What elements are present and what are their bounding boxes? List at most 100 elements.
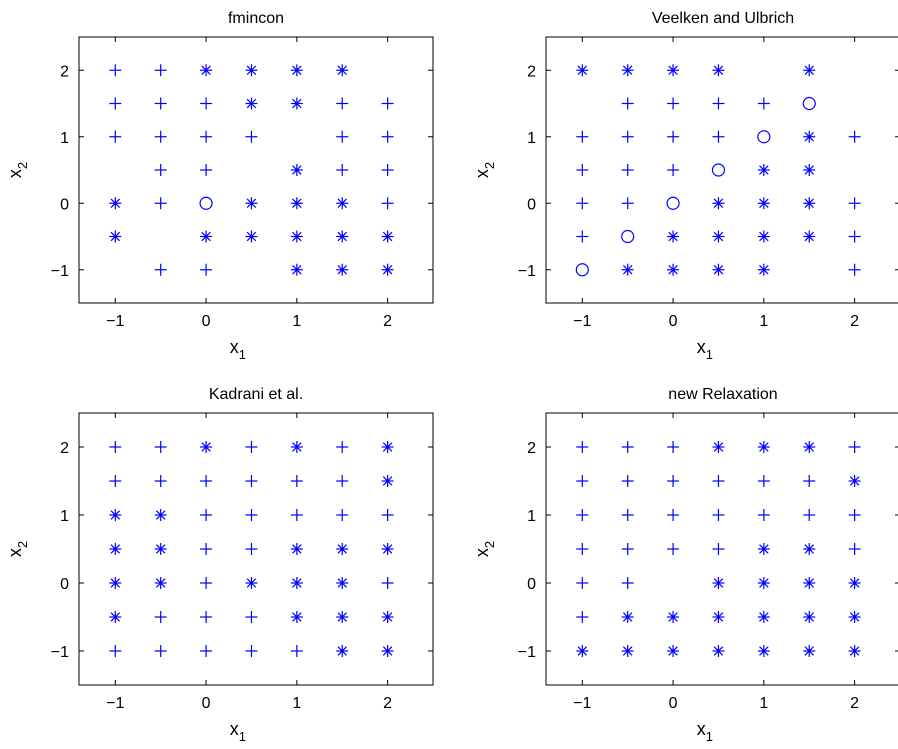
asterisk-stroke <box>292 65 302 75</box>
asterisk-stroke <box>804 544 814 554</box>
panel-2: −1 0 1 2 −1 0 1 2 Veelken and Ulbrich x1 x2 <box>472 10 898 362</box>
asterisk-marker <box>803 230 816 243</box>
panel-3: −1 0 1 2 −1 0 1 2 Kadrani et al. x1 x2 <box>5 386 434 744</box>
asterisk-marker <box>621 611 634 623</box>
asterisk-marker <box>757 230 770 243</box>
plus-marker <box>109 97 122 110</box>
asterisk-stroke <box>713 65 724 75</box>
panel-1: −1 0 1 2 −1 0 1 2 fmincon x1 x2 <box>5 10 434 362</box>
asterisk-stroke <box>849 476 860 486</box>
asterisk-marker <box>290 543 303 555</box>
asterisk-marker <box>109 197 122 210</box>
asterisk-stroke <box>337 198 347 208</box>
plus-marker <box>245 475 258 487</box>
asterisk-stroke <box>382 646 393 656</box>
x-axis-label: x1 <box>230 337 246 362</box>
plus-marker <box>712 97 725 110</box>
plus-marker <box>290 645 303 657</box>
asterisk-marker <box>757 263 770 276</box>
asterisk-stroke <box>110 544 121 554</box>
asterisk-stroke <box>337 65 347 75</box>
asterisk-marker <box>667 230 680 243</box>
x-tick-label: −1 <box>573 695 591 712</box>
y-tick-label: −1 <box>518 263 536 280</box>
asterisk-marker <box>336 611 349 623</box>
plus-marker <box>621 130 634 143</box>
plus-marker <box>200 97 213 110</box>
plus-marker <box>848 130 861 143</box>
asterisk-stroke <box>713 578 724 588</box>
asterisk-stroke <box>337 612 347 622</box>
x-tick-label: −1 <box>573 313 591 330</box>
x-tick-label: 1 <box>292 313 301 330</box>
x-axis-label: x1 <box>697 337 713 362</box>
asterisk-stroke <box>292 165 302 175</box>
asterisk-stroke <box>337 231 347 242</box>
asterisk-stroke <box>155 510 166 520</box>
plus-marker <box>712 130 725 143</box>
asterisk-marker <box>712 64 725 77</box>
plus-marker <box>621 543 634 555</box>
plus-marker <box>381 164 394 176</box>
circle-marker <box>575 263 589 277</box>
plus-marker <box>154 64 167 77</box>
asterisk-stroke <box>622 612 633 622</box>
y-tick-label: 0 <box>527 576 536 593</box>
asterisk-stroke <box>759 165 769 175</box>
plus-marker <box>381 97 394 110</box>
plus-marker <box>154 611 167 623</box>
asterisk-marker <box>290 64 303 77</box>
circle-marker <box>621 229 635 244</box>
y-axis-label: x2 <box>5 162 30 178</box>
asterisk-stroke <box>804 578 814 588</box>
asterisk-marker <box>712 197 725 210</box>
asterisk-stroke <box>668 231 678 242</box>
plus-marker <box>621 97 634 110</box>
plus-marker <box>667 509 680 521</box>
asterisk-marker <box>290 164 303 176</box>
asterisk-stroke <box>577 65 588 75</box>
asterisk-marker <box>381 543 394 555</box>
x-tick-label: 1 <box>292 695 301 712</box>
y-axis-label: x2 <box>472 541 497 557</box>
asterisk-marker <box>109 611 122 623</box>
asterisk-stroke <box>110 198 121 208</box>
plus-marker <box>290 475 303 487</box>
asterisk-marker <box>667 645 680 657</box>
asterisk-marker <box>109 577 122 589</box>
x-tick-label: 0 <box>669 695 678 712</box>
plus-marker <box>576 197 589 210</box>
plus-marker <box>576 441 589 453</box>
asterisk-stroke <box>110 231 121 242</box>
plus-marker <box>621 441 634 453</box>
asterisk-marker <box>336 577 349 589</box>
asterisk-stroke <box>759 646 769 656</box>
asterisk-stroke <box>759 265 769 275</box>
asterisk-stroke <box>110 612 121 622</box>
plus-marker <box>154 263 167 276</box>
asterisk-stroke <box>759 198 769 208</box>
asterisk-marker <box>336 230 349 243</box>
asterisk-stroke <box>622 265 633 275</box>
x-tick-label: 2 <box>383 695 392 712</box>
circle-marker <box>711 163 726 177</box>
plus-marker <box>712 543 725 555</box>
plus-marker <box>336 130 349 143</box>
plus-marker <box>109 645 122 657</box>
plus-marker <box>336 509 349 521</box>
asterisk-marker <box>848 611 861 623</box>
plus-marker <box>336 475 349 487</box>
asterisk-stroke <box>804 612 814 622</box>
asterisk-marker <box>245 577 258 589</box>
circle-marker <box>802 96 816 111</box>
asterisk-stroke <box>292 98 302 109</box>
asterisk-marker <box>848 577 861 589</box>
y-axis-label: x2 <box>472 162 497 178</box>
asterisk-stroke <box>155 544 166 554</box>
asterisk-marker <box>245 97 258 110</box>
asterisk-stroke <box>155 578 166 588</box>
asterisk-marker <box>336 645 349 657</box>
y-axis-label: x2 <box>5 541 30 557</box>
asterisk-marker <box>245 230 258 243</box>
plus-marker <box>803 475 816 487</box>
